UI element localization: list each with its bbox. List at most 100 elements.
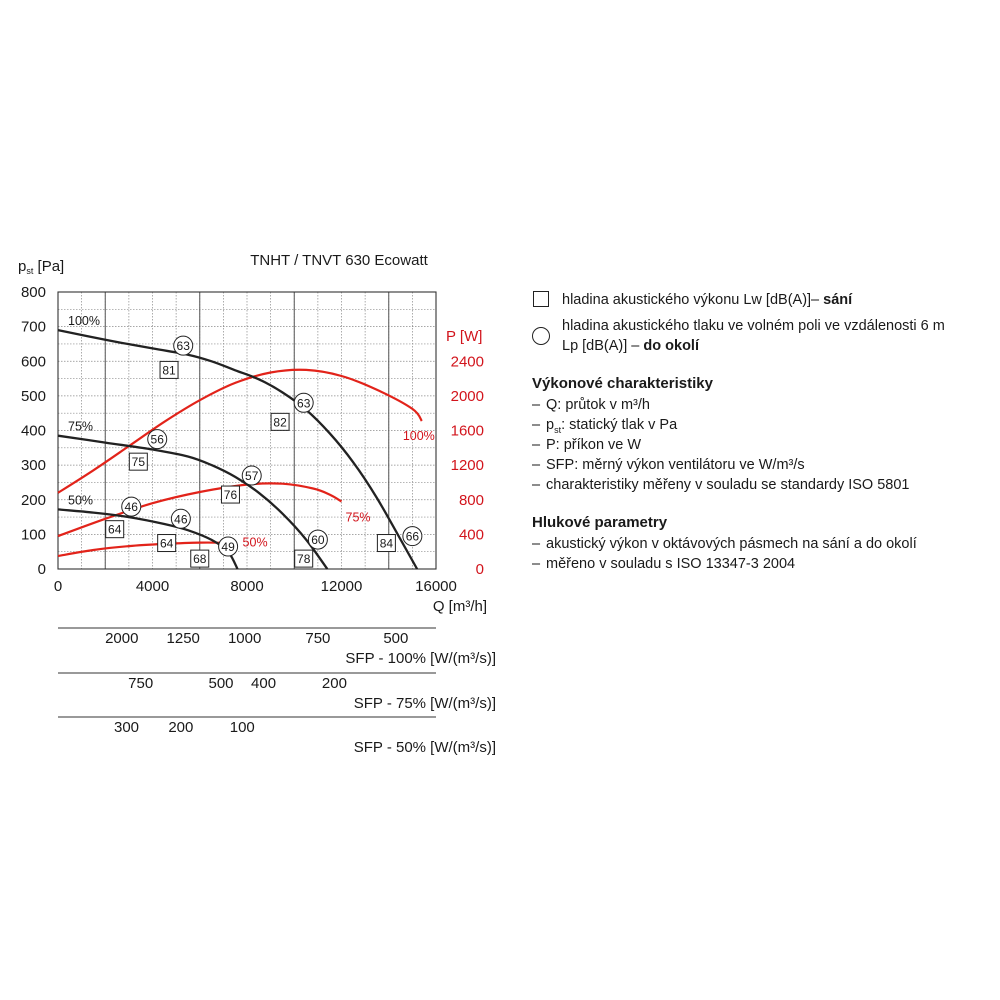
y-left-tick-label: 0 bbox=[38, 561, 46, 578]
sfp-scales: 2000 1250 1000 750 500 SFP - 100% [W/(m³/s)] 7… bbox=[58, 627, 496, 756]
sound-power-value: 76 bbox=[224, 488, 238, 502]
noise-item: – akustický výkon v oktávových pásmech na… bbox=[532, 534, 1000, 554]
plot-frame bbox=[57, 291, 437, 570]
legend-sound-pressure-text2: Lp [dB(A)] – bbox=[562, 338, 640, 354]
y-left-tick-label: 700 bbox=[21, 319, 46, 336]
sound-power-value: 84 bbox=[380, 537, 394, 551]
sfp-tick-label: 1250 bbox=[167, 630, 200, 647]
y-left-tick-label: 600 bbox=[21, 353, 46, 370]
sound-pressure-circle bbox=[121, 496, 142, 517]
y-right-tick-label: 800 bbox=[459, 492, 484, 509]
series-label: 50% bbox=[243, 535, 268, 549]
sound-pressure-circle bbox=[218, 536, 239, 557]
x-tick-label: 12000 bbox=[321, 578, 363, 595]
sound-pressure-circle bbox=[293, 392, 314, 413]
y-left-axis-label: pst [Pa] bbox=[18, 258, 64, 276]
x-tick-label: 0 bbox=[54, 578, 62, 595]
y-right-tick-label: 1200 bbox=[451, 457, 484, 474]
y-left-tick-label: 400 bbox=[21, 423, 46, 440]
series-label: 100% bbox=[68, 314, 100, 328]
noise-title: Hlukové parametry bbox=[532, 514, 668, 531]
sound-pressure-value: 66 bbox=[406, 530, 420, 544]
performance-item: – Q: průtok v m³/h bbox=[532, 395, 1000, 415]
y-right-tick-label: 400 bbox=[459, 526, 484, 543]
sound-power-value: 81 bbox=[162, 363, 176, 377]
tick-labels: 0 4000 8000 12000 16000010020030040050060070… bbox=[21, 284, 484, 595]
chart-title: TNHT / TNVT 630 Ecowatt bbox=[250, 252, 428, 269]
sfp-scale-label: SFP - 50% [W/(m³/s)] bbox=[354, 739, 496, 756]
sound-pressure-circle bbox=[147, 429, 168, 450]
sound-power-value: 64 bbox=[160, 537, 174, 551]
sound-power-square bbox=[159, 360, 179, 379]
power-curve-50 bbox=[57, 541, 238, 558]
dash-bullet: – bbox=[532, 457, 541, 473]
y-right-tick-label: 0 bbox=[476, 561, 484, 578]
sound-pressure-value: 56 bbox=[151, 433, 165, 447]
dash-bullet: – bbox=[532, 536, 541, 552]
legend-panel: hladina akustického výkonu Lw [dB(A)]– s… bbox=[532, 290, 1000, 574]
legend-sound-pressure-text: hladina akustického tlaku ve volném poli… bbox=[562, 318, 945, 334]
sfp-tick-label: 100 bbox=[230, 719, 255, 736]
legend-sound-pressure: hladina akustického tlaku ve volném poli… bbox=[532, 316, 1000, 356]
sfp-scale-label: SFP - 75% [W/(m³/s)] bbox=[354, 695, 496, 712]
performance-item-text: SFP: měrný výkon ventilátoru ve W/m³/s bbox=[546, 457, 805, 473]
performance-list: – Q: průtok v m³/h – pst: statický tlak v P… bbox=[532, 395, 1000, 495]
sound-pressure-value: 46 bbox=[125, 500, 139, 514]
legend-sound-power: hladina akustického výkonu Lw [dB(A)]– s… bbox=[532, 290, 1000, 310]
x-tick-label: 4000 bbox=[136, 578, 169, 595]
noise-list: – akustický výkon v oktávových pásmech na… bbox=[532, 534, 1000, 574]
performance-item-text: P: příkon ve W bbox=[546, 437, 642, 453]
sound-power-value: 68 bbox=[193, 552, 207, 566]
sound-power-value: 75 bbox=[132, 455, 146, 469]
sound-pressure-circle bbox=[173, 335, 194, 356]
performance-item: – pst: statický tlak v Pa bbox=[532, 415, 1000, 435]
sound-power-square bbox=[220, 485, 240, 504]
sound-pressure-value: 63 bbox=[297, 396, 311, 410]
sfp-tick-label: 200 bbox=[168, 719, 193, 736]
y-left-tick-label: 100 bbox=[21, 526, 46, 543]
sound-power-value: 64 bbox=[108, 523, 122, 537]
series-label: 100% bbox=[403, 429, 435, 443]
performance-item-text: pst: statický tlak v Pa bbox=[546, 417, 678, 435]
series-label: 50% bbox=[68, 493, 93, 507]
sfp-scale-label: SFP - 100% [W/(m³/s)] bbox=[345, 650, 496, 667]
performance-title: Výkonové charakteristiky bbox=[532, 375, 713, 392]
sound-power-square bbox=[294, 549, 314, 568]
dash-bullet: – bbox=[532, 437, 541, 453]
x-axis-label: Q [m³/h] bbox=[433, 598, 487, 615]
y-left-tick-label: 300 bbox=[21, 457, 46, 474]
x-tick-label: 16000 bbox=[415, 578, 457, 595]
sound-pressure-value: 57 bbox=[245, 469, 259, 483]
dash-bullet: – bbox=[532, 477, 541, 493]
power-curve-100 bbox=[57, 368, 423, 494]
dash-bullet: – bbox=[532, 397, 541, 413]
y-right-tick-label: 2000 bbox=[451, 388, 484, 405]
series-label: 75% bbox=[68, 420, 93, 434]
sound-power-square bbox=[190, 549, 210, 568]
y-left-tick-label: 500 bbox=[21, 388, 46, 405]
sound-pressure-value: 49 bbox=[221, 540, 235, 554]
sound-pressure-circle bbox=[170, 508, 191, 529]
fan-performance-chart: TNHT / TNVT 630 Ecowatt pst [Pa] P [W] Q… bbox=[18, 252, 496, 756]
sound-power-square bbox=[376, 534, 396, 553]
sound-pressure-value: 46 bbox=[174, 512, 188, 526]
y-right-tick-label: 2400 bbox=[451, 353, 484, 370]
sound-power-value: 82 bbox=[273, 415, 287, 429]
legend-sound-power-bold: sání bbox=[823, 292, 853, 308]
pressure-curve-100 bbox=[57, 328, 419, 570]
sfp-tick-label: 750 bbox=[305, 630, 330, 647]
performance-item-text: charakteristiky měřeny v souladu se stan… bbox=[546, 477, 910, 493]
dash-bullet: – bbox=[532, 417, 541, 433]
sound-pressure-circle bbox=[307, 529, 328, 550]
y-right-tick-label: 1600 bbox=[451, 423, 484, 440]
noise-item-text: akustický výkon v oktávových pásmech na … bbox=[546, 536, 917, 552]
sound-power-square bbox=[105, 520, 125, 539]
sfp-tick-label: 400 bbox=[251, 675, 276, 692]
sfp-tick-label: 300 bbox=[114, 719, 139, 736]
sound-power-square bbox=[157, 534, 177, 553]
sfp-tick-label: 1000 bbox=[228, 630, 261, 647]
sfp-tick-label: 750 bbox=[128, 675, 153, 692]
y-left-tick-label: 800 bbox=[21, 284, 46, 301]
sound-power-value: 78 bbox=[297, 552, 311, 566]
sound-pressure-circle bbox=[402, 526, 423, 547]
